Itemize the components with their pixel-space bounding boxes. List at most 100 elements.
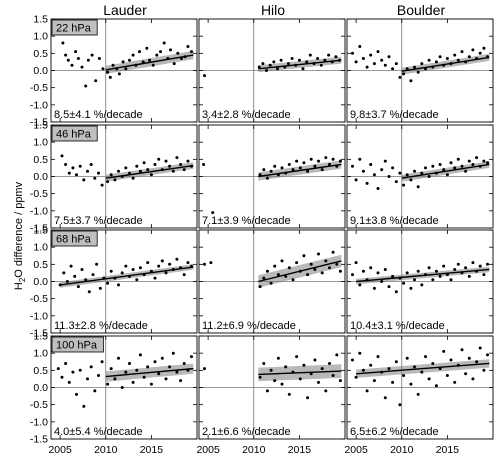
data-point: [64, 163, 68, 166]
data-point: [148, 58, 151, 62]
data-point: [153, 360, 157, 364]
data-point: [376, 50, 380, 54]
data-point: [453, 268, 457, 271]
data-point: [186, 159, 190, 163]
data-point: [91, 273, 95, 277]
data-point: [464, 169, 468, 173]
data-point: [142, 161, 146, 165]
data-point: [276, 67, 279, 71]
data-point: [121, 60, 125, 64]
data-point: [313, 358, 317, 362]
data-point: [334, 55, 338, 59]
trend-annotation: 4.0±5.4 %/decade: [54, 426, 143, 438]
data-point: [328, 163, 331, 166]
panel-r3-c0: -1.5 -1.0 -0.5 0.0 0.5 1.0 1.5 100 hPa 4.0±5.4 %…: [30, 331, 198, 446]
data-point: [338, 379, 342, 383]
data-point: [309, 157, 313, 161]
data-point: [84, 278, 88, 282]
data-point: [309, 262, 313, 266]
trend-annotation: 2.1±6.6 %/decade: [202, 426, 291, 438]
data-point: [467, 274, 471, 278]
data-point: [409, 79, 413, 83]
data-point: [175, 156, 179, 160]
data-point: [391, 166, 395, 170]
data-point: [87, 290, 91, 294]
y-tick-label: 0.0: [33, 65, 48, 77]
data-point: [179, 163, 183, 166]
trend-line: [105, 54, 194, 71]
pressure-level-label: 68 hPa: [56, 234, 92, 246]
trend-line: [401, 56, 490, 72]
data-point: [456, 58, 460, 62]
data-point: [86, 169, 89, 173]
y-axis-label-h: H: [13, 282, 25, 290]
y-tick-label: -1.5: [30, 117, 48, 129]
data-point: [402, 281, 406, 285]
data-point: [361, 269, 365, 273]
panel-r2-c2: 10.4±3.1 %/decade: [346, 229, 494, 334]
panel-r1-c1: 7.1±3.9 %/decade: [198, 124, 346, 229]
data-point: [149, 382, 153, 386]
data-point: [456, 262, 460, 266]
data-point: [160, 259, 164, 263]
data-point: [351, 164, 354, 168]
data-point: [383, 159, 387, 163]
data-point: [416, 70, 420, 74]
data-point: [268, 63, 272, 67]
data-point: [482, 46, 486, 50]
data-point: [427, 266, 431, 270]
data-point: [280, 259, 284, 263]
data-point: [431, 362, 435, 365]
data-point: [153, 163, 157, 166]
data-point: [383, 396, 387, 400]
data-point: [141, 60, 145, 64]
trend-annotation: 9.8±3.7 %/decade: [350, 109, 439, 121]
pressure-level-label: 46 hPa: [56, 129, 92, 141]
pressure-level-label: 22 hPa: [56, 23, 92, 35]
data-point: [89, 365, 93, 369]
data-point: [420, 62, 424, 66]
data-point: [351, 51, 354, 55]
y-tick-label: -1.0: [30, 416, 48, 428]
data-point: [365, 181, 369, 185]
data-point: [394, 360, 398, 364]
data-point: [320, 168, 324, 172]
data-point: [376, 271, 380, 275]
data-point: [106, 382, 110, 386]
data-point: [402, 183, 406, 187]
data-point: [162, 41, 166, 45]
data-point: [372, 62, 376, 66]
data-point: [409, 286, 413, 290]
data-point: [273, 264, 277, 268]
data-point: [203, 74, 206, 78]
data-point: [369, 363, 373, 367]
data-point: [82, 404, 86, 408]
data-point: [113, 377, 117, 381]
data-point: [138, 266, 142, 270]
data-point: [416, 185, 420, 189]
data-point: [442, 168, 446, 172]
data-point: [261, 62, 265, 66]
data-point: [372, 286, 376, 290]
column-title-hilo: Hilo: [261, 2, 285, 18]
data-point: [434, 384, 438, 388]
data-point: [265, 176, 269, 180]
data-point: [176, 51, 180, 55]
y-tick-label: -1.0: [30, 310, 48, 322]
data-point: [262, 276, 266, 280]
data-point: [182, 168, 186, 172]
data-point: [276, 273, 280, 277]
x-tick-label: 2015: [436, 444, 460, 456]
data-point: [117, 72, 121, 76]
data-point: [316, 57, 320, 60]
data-point: [155, 53, 159, 57]
data-point: [273, 379, 277, 383]
data-point: [449, 161, 453, 165]
data-point: [172, 62, 176, 66]
data-point: [313, 268, 317, 271]
data-point: [111, 63, 115, 67]
data-point: [269, 169, 273, 173]
trend-annotation: 8.5±4.1 %/decade: [54, 109, 143, 121]
data-point: [317, 380, 320, 384]
data-point: [369, 163, 373, 166]
